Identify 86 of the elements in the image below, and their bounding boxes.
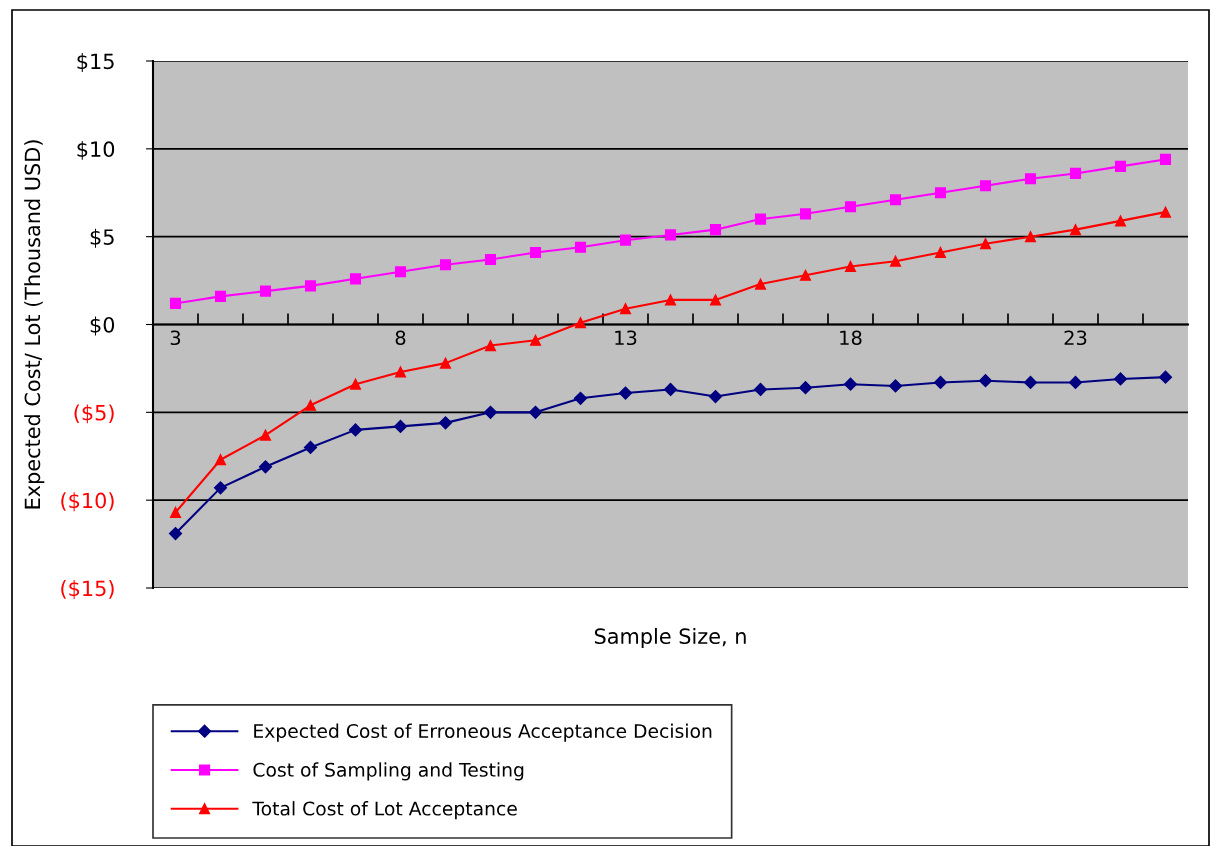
point [438,416,453,430]
point [168,526,183,541]
point [484,340,497,352]
point [798,381,813,395]
point [258,460,273,474]
point [709,224,722,236]
point [394,266,407,278]
point [1024,173,1037,185]
point [1023,375,1038,390]
point [573,391,588,405]
y-tick-label: $5 [90,228,114,248]
y-tick-label: ($15) [61,580,114,599]
point [349,273,362,285]
point [1069,167,1082,179]
point [934,187,947,199]
point [304,280,317,292]
point [169,297,182,309]
point [844,201,857,213]
point [843,377,858,391]
point [483,405,498,419]
x-tick-label: 13 [615,330,637,346]
point [348,423,363,437]
point [1158,370,1173,384]
point [529,246,542,259]
point [979,238,992,250]
point [889,194,902,206]
point [439,259,452,271]
point [754,278,767,290]
point [799,208,812,220]
point [349,378,362,390]
point [574,317,587,329]
point [1159,206,1172,218]
point [1113,372,1128,386]
point [574,241,587,253]
legend-label: Total Cost of Lot Acceptance [252,801,517,820]
point [799,269,812,281]
point [529,334,542,346]
point [754,213,767,225]
legend-label: Cost of Sampling and Testing [253,762,524,781]
point [528,405,543,419]
point [214,290,227,302]
point [259,429,272,441]
point [1114,215,1127,227]
point [303,440,318,455]
point [393,419,408,433]
point [934,246,947,259]
point [708,389,723,404]
point [1068,375,1083,390]
point [439,357,452,369]
point [213,481,228,495]
x-tick-label: 3 [170,330,181,346]
legend-label: Expected Cost of Erroneous Acceptance Decision [254,723,712,742]
y-tick-label: $10 [77,140,115,160]
y-tick-label: ($5) [74,404,114,424]
point [1159,153,1172,165]
y-tick-label: $0 [90,316,115,336]
y-tick-label: $15 [77,53,114,72]
point [304,399,317,411]
x-tick-label: 18 [840,330,862,346]
point [1114,160,1127,172]
point [394,366,407,378]
point [753,382,768,397]
point [1069,224,1082,236]
point [619,234,632,246]
x-tick-label: 8 [395,330,406,346]
point [663,382,678,397]
y-axis-title: Expected Cost/ Lot (Thousand USD) [24,140,45,509]
point [889,255,902,267]
point [618,386,633,400]
point [978,374,993,388]
x-tick-label: 23 [1064,330,1087,346]
point [709,294,722,306]
point [259,285,272,297]
point [619,303,632,315]
point [844,260,857,273]
point [484,253,497,266]
x-axis-title: Sample Size, n [594,627,746,649]
point [979,180,992,192]
point [888,379,903,393]
point [664,229,677,241]
point [933,375,948,390]
point [664,294,677,306]
point [169,506,182,519]
y-tick-label: ($10) [61,492,114,512]
point [1024,231,1037,243]
point [214,454,227,466]
